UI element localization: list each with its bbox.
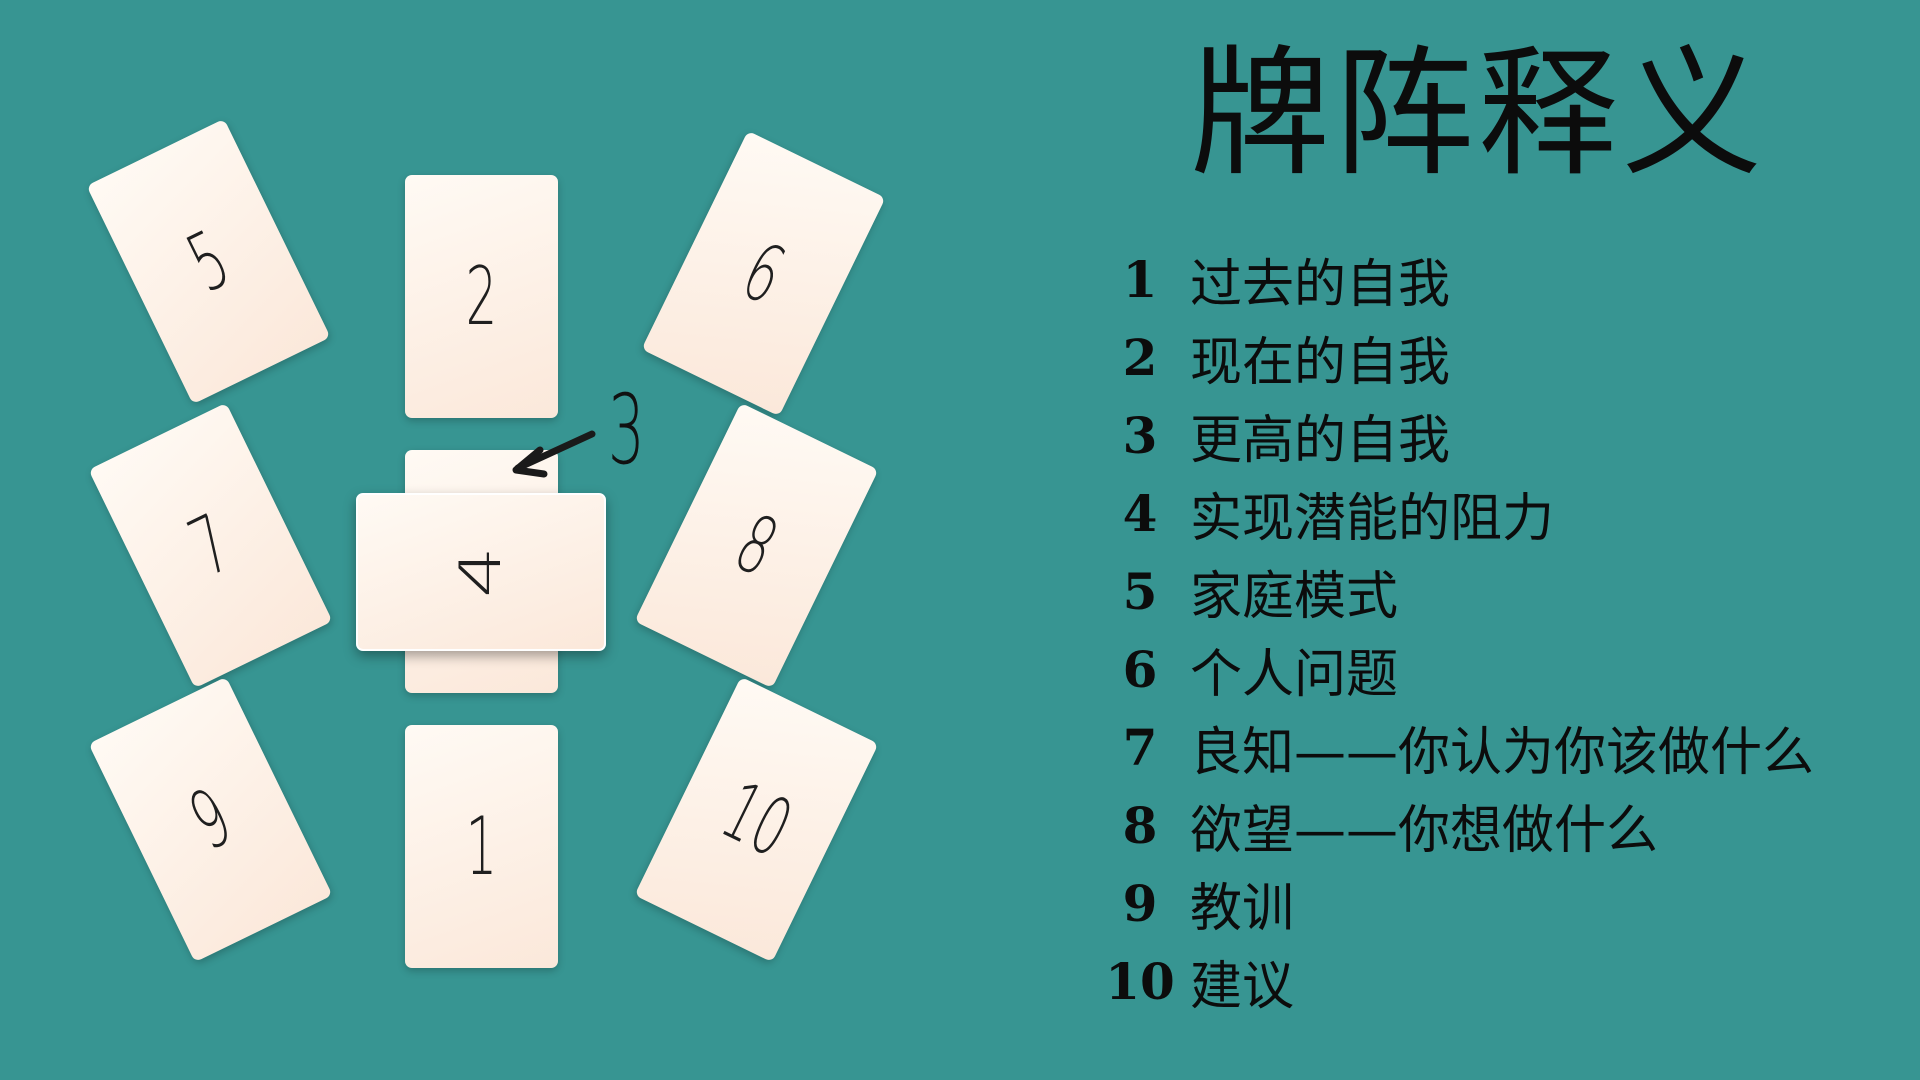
page-title: 牌阵释义 [1190,33,1767,196]
card-8[interactable]: 8 [634,402,879,689]
legend-number: 3 [1122,405,1158,465]
card-number: 2 [465,249,498,343]
card-6[interactable]: 6 [641,130,886,417]
legend-number: 9 [1122,873,1158,933]
legend-text: 个人问题 [1190,644,1399,705]
card-7[interactable]: 7 [88,402,333,689]
card-10[interactable]: 10 [634,676,879,963]
card-5[interactable]: 5 [86,118,331,405]
legend-list: 1 过去的自我 2 现在的自我 3 更高的自我 4 实现潜能的阻力 5 家庭模式… [1090,240,1814,1020]
legend-number: 4 [1122,483,1158,543]
card-number: 6 [729,224,799,322]
card-1[interactable]: 1 [405,725,558,968]
list-item: 3 更高的自我 [1090,396,1814,474]
card-number: 10 [707,763,806,875]
legend-number: 6 [1122,639,1158,699]
legend-text: 过去的自我 [1190,254,1451,315]
card-4[interactable]: 4 [356,493,606,651]
legend-text: 教训 [1190,878,1295,939]
legend-number: 10 [1105,951,1175,1011]
legend-number: 2 [1122,327,1158,387]
list-item: 5 家庭模式 [1090,552,1814,630]
tarot-spread: 5 2 6 7 3 4 8 9 1 10 3 [86,118,886,968]
legend-text: 建议 [1190,956,1295,1017]
list-item: 2 现在的自我 [1090,318,1814,396]
card-3-label: 3 [608,374,645,486]
legend-text: 欲望——你想做什么 [1190,800,1659,861]
list-item: 7 良知——你认为你该做什么 [1090,708,1814,786]
legend-number: 8 [1122,795,1158,855]
card-2[interactable]: 2 [405,175,558,418]
card-number: 1 [465,799,498,893]
legend-number: 1 [1122,249,1158,309]
card-9[interactable]: 9 [88,676,333,963]
card-number: 4 [447,545,514,599]
legend-text: 家庭模式 [1190,566,1399,627]
arrow-icon [512,430,596,478]
list-item: 6 个人问题 [1090,630,1814,708]
legend-number: 7 [1122,717,1158,777]
card-number: 7 [175,496,245,594]
card-number: 5 [173,212,243,310]
list-item: 8 欲望——你想做什么 [1090,786,1814,864]
legend-number: 5 [1122,561,1158,621]
card-number: 9 [175,770,245,868]
legend-text: 现在的自我 [1190,332,1451,393]
list-item: 9 教训 [1090,864,1814,942]
spread-legend: 牌阵释义 1 过去的自我 2 现在的自我 3 更高的自我 4 实现潜能的阻力 5… [1090,0,1890,1080]
card-number: 8 [722,496,792,594]
list-item: 10 建议 [1090,942,1814,1020]
list-item: 4 实现潜能的阻力 [1090,474,1814,552]
legend-text: 实现潜能的阻力 [1190,488,1555,549]
legend-text: 更高的自我 [1190,410,1451,471]
legend-text: 良知——你认为你该做什么 [1190,722,1815,783]
list-item: 1 过去的自我 [1090,240,1814,318]
